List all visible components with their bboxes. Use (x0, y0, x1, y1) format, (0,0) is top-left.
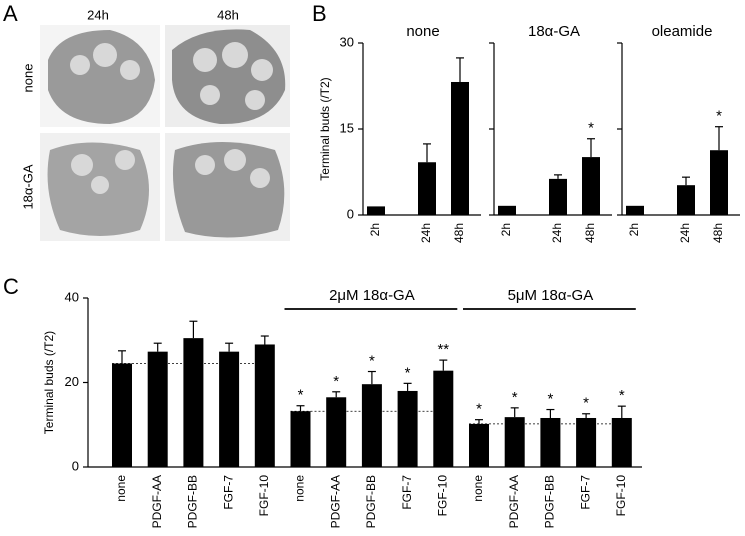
y-tick-label: 20 (65, 374, 79, 389)
bar (112, 363, 132, 467)
bar (451, 81, 469, 215)
x-tick-label: FGF-10 (257, 475, 271, 517)
bar (361, 384, 382, 467)
bar (710, 150, 728, 215)
row-label: 18α-GA (20, 164, 35, 209)
bar (626, 205, 644, 215)
y-tick-label: 0 (347, 206, 354, 221)
x-tick-label: 2h (499, 223, 513, 236)
bar (326, 397, 347, 467)
significance-mark: * (512, 389, 518, 406)
bar (540, 417, 561, 467)
group-label: 2μM 18α-GA (329, 287, 415, 304)
x-tick-label: FGF-7 (400, 475, 414, 510)
bar (147, 351, 168, 467)
bar (504, 417, 525, 467)
x-tick-label: 2h (368, 223, 382, 236)
x-tick-label: none (471, 475, 485, 502)
x-tick-label: PDGF-AA (507, 475, 521, 528)
bar (290, 411, 311, 467)
bar (433, 370, 454, 467)
bar (367, 206, 385, 215)
bar (183, 338, 204, 467)
significance-mark: * (588, 120, 594, 137)
micrographs (40, 25, 290, 241)
bar (219, 351, 240, 467)
bar (582, 157, 600, 215)
bar (254, 344, 275, 467)
x-tick-label: FGF-10 (435, 475, 449, 517)
subplot-title: 18α-GA (528, 23, 580, 40)
x-tick-label: 48h (583, 223, 597, 243)
x-tick-label: PDGF-BB (186, 475, 200, 528)
x-tick-label: FGF-7 (221, 475, 235, 510)
bar (498, 205, 516, 215)
x-tick-label: PDGF-BB (543, 475, 557, 528)
bar (418, 162, 436, 215)
significance-mark: * (333, 373, 339, 390)
panel-label: B (312, 1, 327, 26)
significance-mark: ** (437, 341, 449, 358)
significance-mark: * (547, 391, 553, 408)
panel-label: C (3, 274, 19, 299)
x-tick-label: 48h (711, 223, 725, 243)
x-tick-label: 24h (678, 223, 692, 243)
significance-mark: * (369, 352, 375, 369)
y-tick-label: 30 (340, 34, 354, 49)
x-tick-label: 24h (550, 223, 564, 243)
significance-mark: * (405, 364, 411, 381)
x-tick-label: 2h (627, 223, 641, 236)
bar (611, 417, 632, 467)
y-tick-label: 40 (65, 289, 79, 304)
significance-mark: * (619, 387, 625, 404)
bar (469, 423, 489, 467)
bar (677, 185, 695, 215)
row-label: none (20, 64, 35, 93)
bar (397, 390, 418, 467)
bar (576, 417, 597, 467)
y-axis-label: Terminal buds (/T2) (318, 77, 332, 180)
subplot-title: oleamide (652, 23, 713, 40)
group-label: 5μM 18α-GA (508, 287, 594, 304)
column-label: 24h (87, 7, 109, 22)
x-tick-label: none (114, 475, 128, 502)
column-label: 48h (217, 7, 239, 22)
y-axis-label: Terminal buds (/T2) (42, 331, 56, 434)
y-tick-label: 0 (72, 458, 79, 473)
x-tick-label: FGF-7 (578, 475, 592, 510)
significance-mark: * (716, 108, 722, 125)
panel-label: A (3, 1, 18, 26)
x-tick-label: none (293, 475, 307, 502)
subplot-title: none (406, 23, 439, 40)
bar (549, 178, 567, 215)
significance-mark: * (476, 401, 482, 418)
x-tick-label: PDGF-BB (364, 475, 378, 528)
x-tick-label: FGF-10 (614, 475, 628, 517)
x-tick-label: 24h (419, 223, 433, 243)
x-tick-label: PDGF-AA (328, 475, 342, 528)
y-tick-label: 15 (340, 120, 354, 135)
x-tick-label: PDGF-AA (150, 475, 164, 528)
significance-mark: * (583, 395, 589, 412)
significance-mark: * (298, 387, 304, 404)
x-tick-label: 48h (452, 223, 466, 243)
